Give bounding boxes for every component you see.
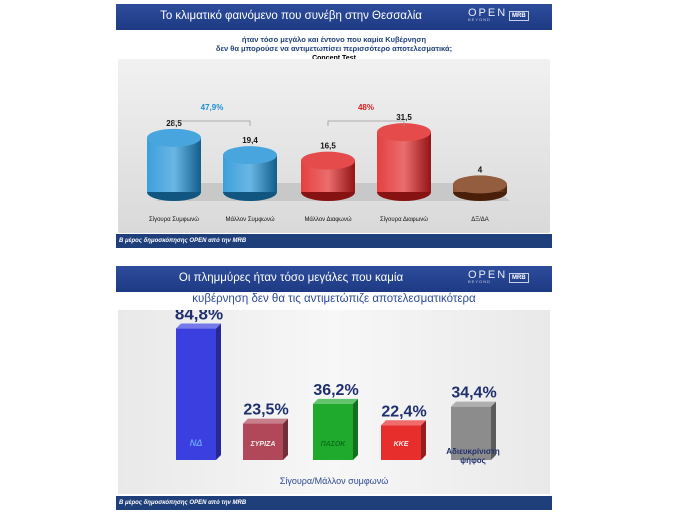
chart2-bar-side	[353, 398, 358, 460]
chart1-bracket	[327, 120, 405, 126]
chart2-bar-side	[216, 323, 221, 460]
chart1-bar-top	[377, 123, 431, 142]
open-logo-text: OPEN	[468, 269, 508, 281]
chart2-bar-side	[491, 401, 496, 460]
mrb-logo: MRB	[509, 273, 529, 283]
chart2-value-label: 23,5%	[243, 402, 288, 419]
chart1-annotation-label: 47,9%	[201, 103, 224, 112]
chart1-annotation-label: 48%	[358, 103, 374, 112]
chart1-category-label: Σίγουρα Συμφωνώ	[149, 217, 199, 223]
chart2-value-label: 36,2%	[313, 382, 358, 399]
chart2-value-label: 34,4%	[451, 385, 496, 402]
bottom-chart-panel: Οι πλημμύρες ήταν τόσο μεγάλες που καμία…	[116, 266, 552, 510]
chart1-bracket	[173, 120, 251, 126]
chart2-bar-top	[451, 401, 496, 407]
open-logo-sub: BEYOND	[468, 279, 491, 284]
top-banner: Το κλιματικό φαινόμενο που συνέβη στην Θ…	[116, 4, 552, 30]
top-source-bar: Β μέρος δημοσκόπησης OPEN από την MRB	[116, 234, 552, 248]
mrb-logo: MRB	[509, 11, 529, 21]
chart2-bar	[451, 406, 491, 460]
bottom-source-bar: Β μέρος δημοσκόπησης OPEN από την MRB	[116, 496, 552, 510]
open-logo: OPEN BEYOND	[468, 7, 507, 22]
chart2-bar	[313, 403, 353, 460]
chart1-bar-top	[147, 128, 201, 147]
top-banner-title: Το κλιματικό φαινόμενο που συνέβη στην Θ…	[160, 10, 422, 22]
chart2-bar	[176, 328, 216, 460]
bottom-chart-area: 84,8% ΝΔ 23,5% ΣΥΡΙΖΑ 36,2% ΠΑΣΟΚ 22,4% ΚΚΕ 34,4…	[118, 305, 550, 494]
chart2-party-logo: ΚΚΕ	[394, 441, 409, 448]
question-line-1: ήταν τόσο μεγάλο και έντονο που καμία Κυ…	[241, 35, 427, 44]
chart2-bar-top	[243, 418, 288, 424]
bottom-banner: Οι πλημμύρες ήταν τόσο μεγάλες που καμία…	[116, 266, 552, 292]
chart1-category-label: Μάλλον Διαφωνώ	[304, 216, 351, 223]
chart2-party-logo: ΠΑΣΟΚ	[321, 441, 347, 448]
chart2-bar-top	[176, 323, 221, 329]
chart2-bar	[381, 425, 421, 460]
chart2-party-logo: ΣΥΡΙΖΑ	[250, 441, 276, 448]
chart2-category-label: ψήφος	[460, 456, 486, 465]
question-line-2: δεν θα μπορούσε να αντιμετωπίσει περισσό…	[215, 44, 453, 53]
top-chart-area: 28,5 Σίγουρα Συμφωνώ 19,4 Μάλλον Συμφωνώ 16,…	[118, 59, 550, 233]
chart1-bar	[377, 132, 431, 192]
chart2-bar-side	[283, 418, 288, 460]
chart1-bar	[147, 137, 201, 192]
chart1-value-label: 19,4	[242, 136, 258, 145]
open-logo: OPEN BEYOND	[468, 269, 507, 284]
bottom-title-strip: κυβέρνηση δεν θα τις αντιμετώπιζε αποτελ…	[116, 292, 552, 308]
chart2-category-label: Αδιευκρίνιστη	[446, 447, 500, 456]
chart2-party-logo: ΝΔ	[190, 438, 203, 448]
chart2-bar-side	[421, 420, 426, 460]
chart1-value-label: 31,5	[396, 113, 412, 122]
chart2-value-label: 22,4%	[381, 403, 426, 420]
chart2-xlabel: Σίγουρα/Μάλλον συμφωνώ	[280, 476, 388, 486]
chart1-category-label: Σίγουρα Διαφωνώ	[380, 217, 428, 223]
chart1-category-label: ΔΞ/ΔΑ	[471, 217, 489, 223]
chart1-value-label: 4	[478, 165, 483, 174]
chart2-bar	[243, 423, 283, 460]
chart1-bar-top	[453, 175, 507, 194]
open-logo-text: OPEN	[468, 7, 508, 19]
chart2-bar-top	[313, 398, 358, 404]
chart-subtitle: Concept Test	[116, 55, 552, 62]
chart2-value-label: 84,8%	[175, 310, 223, 324]
top-chart-panel: Το κλιματικό φαινόμενο που συνέβη στην Θ…	[116, 4, 552, 248]
bottom-chart-svg: 84,8% ΝΔ 23,5% ΣΥΡΙΖΑ 36,2% ΠΑΣΟΚ 22,4% ΚΚΕ 34,4…	[175, 305, 500, 486]
chart1-bar-top	[301, 151, 355, 170]
chart1-bar-top	[223, 146, 277, 165]
chart1-category-label: Μάλλον Συμφωνώ	[225, 216, 274, 223]
chart2-bar-top	[381, 420, 426, 426]
chart1-value-label: 16,5	[320, 142, 336, 151]
bottom-banner-title-2: κυβέρνηση δεν θα τις αντιμετώπιζε αποτελ…	[192, 293, 476, 305]
bottom-banner-title: Οι πλημμύρες ήταν τόσο μεγάλες που καμία	[178, 272, 404, 284]
open-logo-sub: BEYOND	[468, 17, 491, 22]
